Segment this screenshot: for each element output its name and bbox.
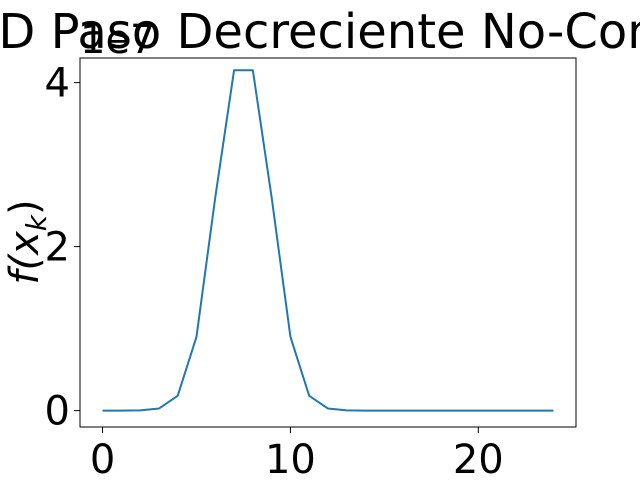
x-tick-label: 10 <box>265 437 316 480</box>
y-axis-label: f(xk) <box>2 199 53 284</box>
x-tick-label: 0 <box>90 437 115 480</box>
series-layer <box>102 69 554 412</box>
plot-frame <box>79 57 577 428</box>
chart-title: D Paso Decreciente No-Con <box>0 4 640 60</box>
x-tick-label: 20 <box>453 437 504 480</box>
y-axis-label-main: f(x <box>2 231 48 285</box>
series-line-0 <box>102 69 554 412</box>
y-axis-label-subscript: k <box>20 213 53 231</box>
y-axis: 0 2 4 <box>45 61 80 435</box>
axis-offset-label: 1e7 <box>80 17 156 63</box>
y-tick-label: 0 <box>45 389 70 435</box>
y-axis-label-close: ) <box>2 199 48 215</box>
x-axis: 0 10 20 <box>90 427 504 480</box>
y-tick-label: 2 <box>45 225 70 271</box>
y-tick-label: 4 <box>45 61 70 107</box>
